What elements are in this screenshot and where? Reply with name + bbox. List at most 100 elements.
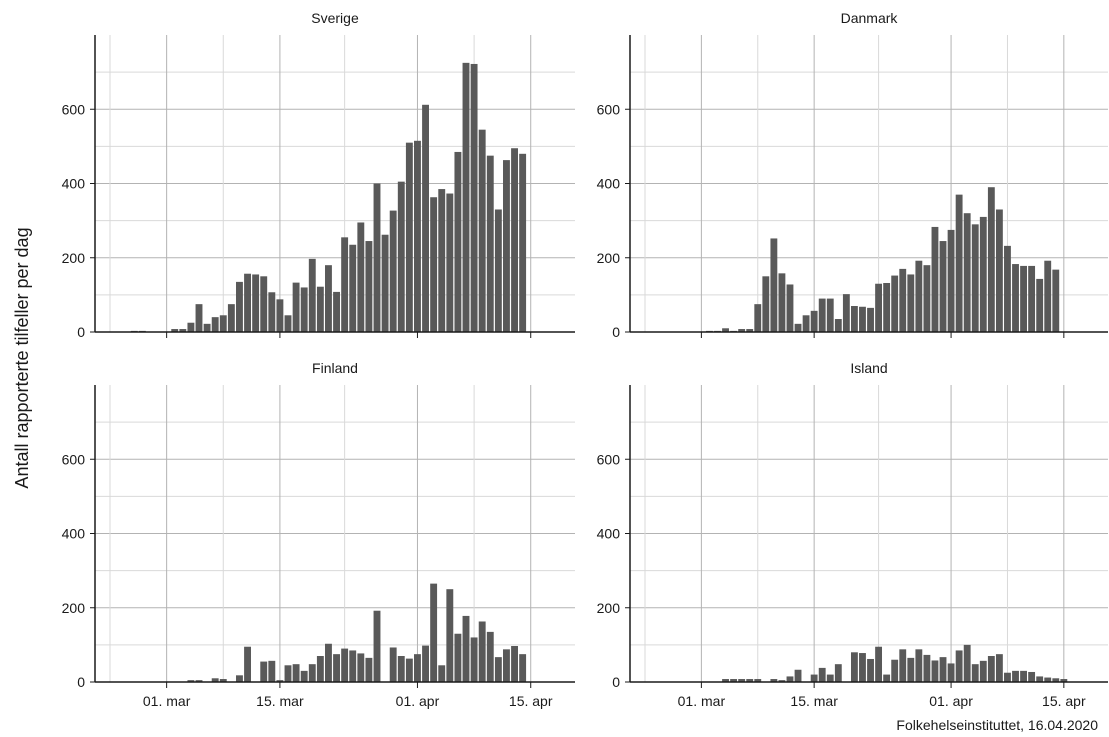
bar	[438, 665, 446, 682]
bar	[454, 633, 462, 682]
bar	[236, 675, 243, 682]
bar	[1044, 677, 1052, 682]
bar	[995, 654, 1003, 682]
bar	[503, 160, 510, 332]
y-axis-label: Antall rapporterte tilfeller per dag	[12, 227, 32, 488]
bar	[826, 674, 834, 682]
bar	[414, 654, 421, 682]
bar	[971, 664, 979, 682]
bar	[519, 153, 527, 332]
bar	[292, 664, 300, 682]
bar	[365, 241, 373, 332]
bar	[971, 224, 979, 332]
bar	[252, 274, 260, 332]
bar	[1028, 265, 1036, 332]
bar	[349, 244, 357, 332]
y-tick-label: 600	[597, 101, 621, 117]
bar	[325, 265, 332, 332]
bar	[786, 284, 794, 332]
y-tick-label: 200	[597, 600, 621, 616]
bar	[300, 670, 308, 682]
y-tick-label: 200	[597, 250, 621, 266]
bar	[883, 282, 891, 332]
panel-title: Island	[850, 360, 887, 376]
bar	[746, 679, 754, 682]
bar	[397, 656, 405, 682]
bar	[834, 664, 842, 682]
bar	[1052, 269, 1060, 332]
bar	[947, 229, 955, 332]
bar	[746, 329, 754, 332]
bar	[260, 661, 268, 682]
bar	[373, 183, 381, 332]
bar	[236, 281, 243, 332]
bar	[486, 155, 494, 332]
bar	[850, 306, 858, 332]
bar	[891, 659, 899, 682]
bar	[818, 298, 826, 332]
bar	[842, 294, 850, 332]
bar	[430, 197, 438, 332]
y-tick-label: 400	[597, 176, 621, 192]
bar	[963, 644, 971, 682]
x-tick-label: 01. apr	[396, 693, 440, 709]
bar	[738, 679, 746, 682]
bar	[786, 676, 794, 682]
bar	[1044, 260, 1052, 332]
bar	[826, 298, 834, 332]
bar	[292, 282, 300, 332]
bar	[219, 679, 227, 682]
bar	[907, 657, 915, 682]
bar	[486, 631, 494, 682]
bar	[381, 234, 389, 332]
x-tick-label: 15. apr	[1042, 693, 1086, 709]
bar	[244, 646, 251, 682]
bar	[794, 669, 802, 682]
credit-text: Folkehelseinstituttet, 16.04.2020	[896, 717, 1098, 733]
y-tick-label: 200	[62, 250, 86, 266]
y-tick-label: 0	[77, 324, 85, 340]
x-tick-label: 01. mar	[678, 693, 726, 709]
bar	[211, 317, 219, 332]
bar	[187, 322, 195, 332]
bar	[859, 306, 866, 332]
bar	[446, 193, 454, 332]
bar	[179, 329, 187, 332]
y-tick-label: 0	[612, 674, 620, 690]
x-tick-label: 15. mar	[256, 693, 304, 709]
bar	[325, 643, 332, 682]
bar	[1012, 670, 1019, 682]
bar	[171, 329, 179, 332]
bar	[754, 679, 762, 682]
bar	[987, 656, 995, 682]
bar	[276, 299, 284, 332]
bar	[939, 657, 947, 682]
y-tick-label: 200	[62, 600, 86, 616]
bar	[1028, 671, 1036, 682]
bar	[438, 189, 446, 332]
x-tick-label: 01. apr	[929, 693, 973, 709]
bar	[268, 660, 276, 682]
y-tick-label: 400	[62, 526, 86, 542]
panel-finland: 0 200 400 600 01. mar 15. mar 01. apr 15. apr Fi…	[62, 360, 575, 709]
bar	[875, 646, 883, 682]
bar	[1060, 679, 1068, 682]
y-tick-label: 600	[597, 451, 621, 467]
bar	[850, 652, 858, 682]
bar	[284, 665, 292, 682]
bar	[770, 238, 778, 332]
panel-title: Finland	[312, 360, 358, 376]
panel-island: 0 200 400 600 01. mar 15. mar 01. apr 15. apr Is…	[597, 360, 1108, 709]
bar	[947, 663, 955, 682]
bar	[867, 307, 874, 332]
bar	[195, 304, 203, 332]
bar	[867, 658, 874, 682]
bar	[810, 674, 818, 682]
bar	[1036, 676, 1044, 682]
bar	[333, 291, 340, 332]
bar	[503, 649, 510, 682]
bar	[762, 276, 770, 332]
bar	[333, 654, 340, 682]
bar	[227, 304, 235, 332]
bar	[365, 657, 373, 682]
